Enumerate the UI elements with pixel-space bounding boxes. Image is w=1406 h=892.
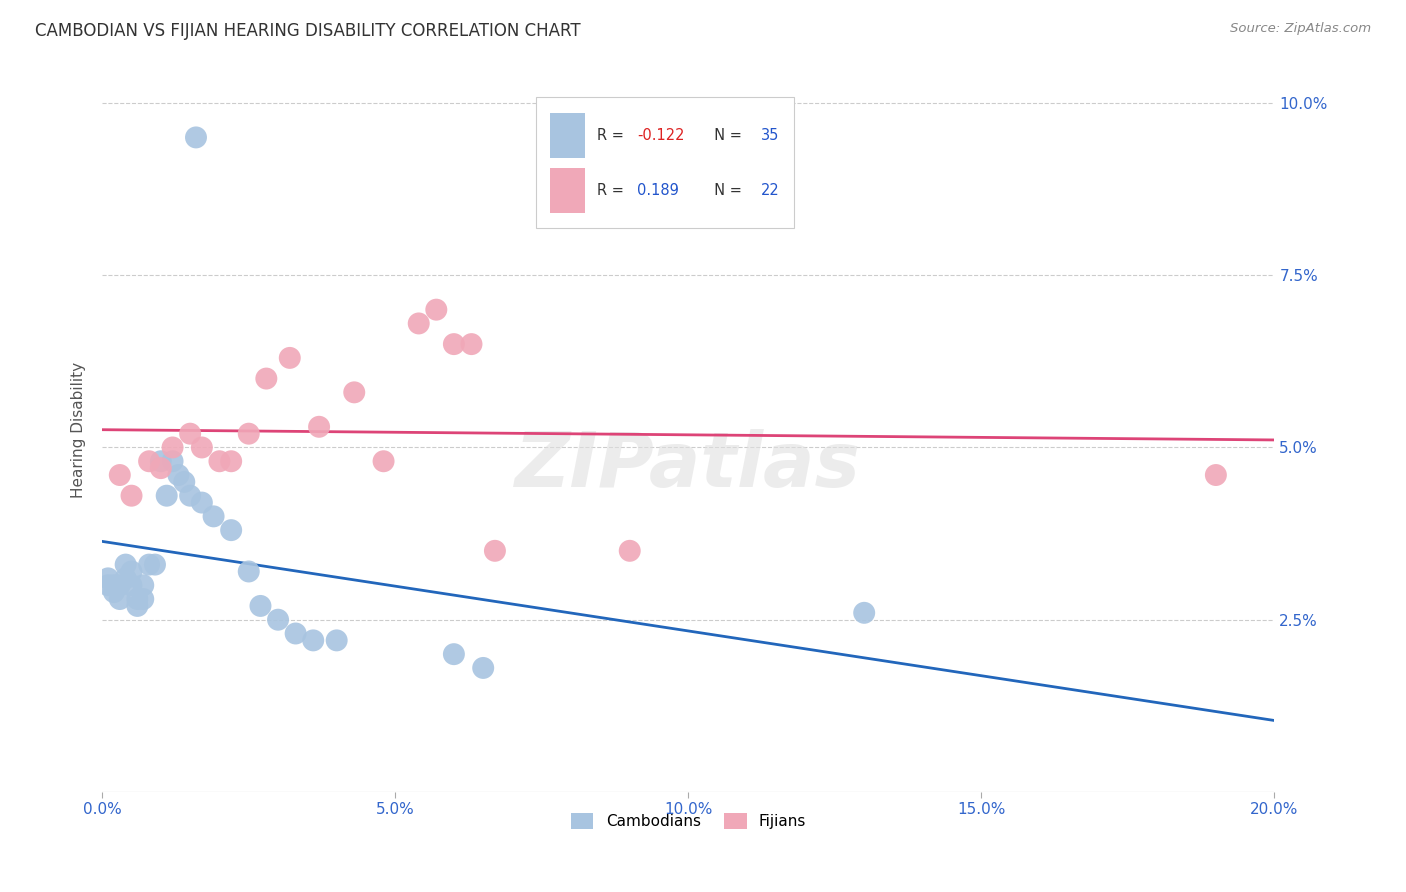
Point (173, 475, 195, 489)
Point (127, 599, 149, 613)
Point (143, 558, 166, 572)
Point (97, 578, 120, 592)
Text: 35: 35 (761, 128, 779, 144)
Point (278, 351, 301, 365)
Point (219, 523, 242, 537)
Point (408, 317, 430, 331)
Point (179, 489, 201, 503)
Point (162, 454, 184, 468)
Point (114, 571, 136, 585)
Point (208, 454, 231, 468)
Text: Source: ZipAtlas.com: Source: ZipAtlas.com (1230, 22, 1371, 36)
Text: N =: N = (704, 128, 747, 144)
Point (127, 592, 149, 607)
Point (167, 468, 190, 483)
Point (443, 647, 465, 661)
Point (343, 385, 366, 400)
Point (114, 558, 136, 572)
Point (156, 489, 179, 503)
Text: R =: R = (598, 183, 633, 198)
Point (254, 371, 277, 385)
Point (108, 592, 131, 607)
Point (1205, 468, 1227, 483)
Point (121, 578, 143, 592)
Point (138, 558, 160, 572)
Point (219, 454, 242, 468)
Point (238, 565, 260, 579)
Point (484, 544, 506, 558)
Y-axis label: Hearing Disability: Hearing Disability (72, 362, 86, 499)
Point (149, 454, 172, 468)
Bar (550, 113, 585, 158)
Point (460, 337, 482, 351)
Point (149, 461, 172, 475)
Point (162, 441, 184, 455)
Point (425, 302, 447, 317)
Point (97, 571, 120, 585)
Text: N =: N = (704, 183, 747, 198)
Point (202, 509, 225, 524)
Point (284, 626, 307, 640)
Legend: Cambodians, Fijians: Cambodians, Fijians (564, 806, 813, 835)
Point (132, 578, 155, 592)
Point (108, 468, 131, 483)
Text: 0.189: 0.189 (637, 183, 679, 198)
Point (184, 130, 207, 145)
Point (472, 661, 495, 675)
Point (619, 544, 641, 558)
Text: -0.122: -0.122 (637, 128, 685, 144)
Point (132, 592, 155, 607)
FancyBboxPatch shape (536, 97, 794, 227)
Point (103, 578, 125, 592)
Point (191, 441, 214, 455)
Point (853, 606, 876, 620)
Point (103, 585, 125, 599)
Point (249, 599, 271, 613)
Point (108, 578, 131, 592)
Point (302, 633, 325, 648)
Point (443, 337, 465, 351)
Text: 22: 22 (761, 183, 780, 198)
Text: CAMBODIAN VS FIJIAN HEARING DISABILITY CORRELATION CHART: CAMBODIAN VS FIJIAN HEARING DISABILITY C… (35, 22, 581, 40)
Point (238, 426, 260, 441)
Point (325, 633, 347, 648)
Point (121, 565, 143, 579)
Point (138, 454, 160, 468)
Point (191, 495, 214, 509)
Point (308, 419, 330, 434)
Point (267, 613, 290, 627)
Bar (550, 169, 585, 213)
Text: ZIPatlas: ZIPatlas (516, 429, 862, 503)
Point (121, 489, 143, 503)
Point (179, 426, 201, 441)
Point (373, 454, 395, 468)
Text: R =: R = (598, 128, 628, 144)
